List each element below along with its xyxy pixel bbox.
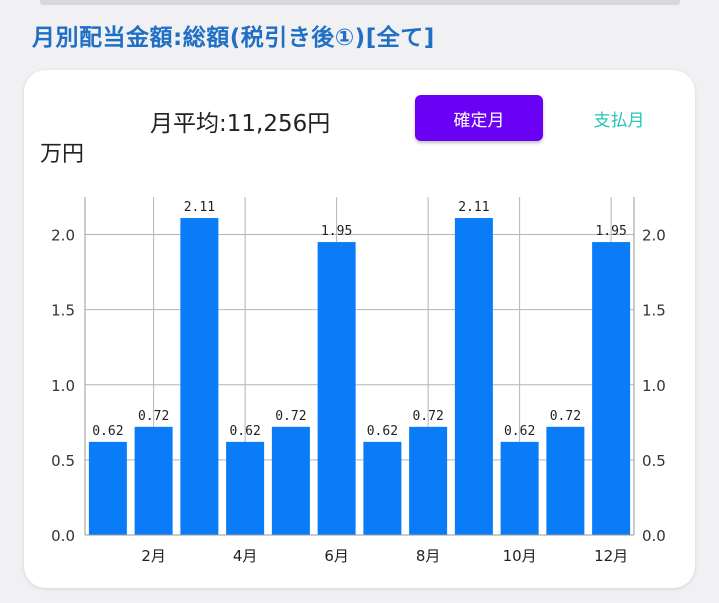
bar-1: [88, 441, 127, 535]
bar-2: [134, 426, 173, 535]
data-label: 0.72: [550, 409, 581, 424]
y-tick-label-right: 2.0: [642, 227, 666, 245]
y-tick-label-left: 1.5: [51, 302, 75, 320]
data-label: 1.95: [595, 224, 626, 239]
data-label: 2.11: [458, 200, 489, 215]
data-label: 1.95: [321, 224, 352, 239]
y-tick-label-left: 2.0: [51, 227, 75, 245]
bar-7: [363, 441, 402, 535]
top-divider: [40, 0, 680, 5]
x-tick-label: 12月: [594, 547, 628, 565]
bar-chart: 0.0 0.0 0.5 0.5 1.0 1.0 1.5 1.5 2.0 2.0 0.62 0.72 2.…: [51, 197, 666, 565]
bar-12: [592, 242, 631, 536]
data-label: 0.62: [229, 424, 260, 439]
data-label: 0.72: [412, 409, 443, 424]
bar-4: [226, 441, 265, 535]
x-tick-label: 6月: [324, 547, 349, 565]
x-tick-label: 8月: [416, 547, 441, 565]
y-tick-label-right: 0.0: [642, 527, 666, 545]
bar-8: [409, 426, 448, 535]
payment-month-button[interactable]: 支払月: [564, 95, 674, 141]
data-label: 2.11: [184, 200, 215, 215]
data-label: 0.72: [275, 409, 306, 424]
confirmed-month-button[interactable]: 確定月: [415, 95, 543, 141]
bar-6: [317, 242, 356, 536]
y-tick-label-right: 0.5: [642, 452, 666, 470]
bar-10: [500, 441, 539, 535]
data-label: 0.62: [92, 424, 123, 439]
y-tick-label-left: 0.5: [51, 452, 75, 470]
y-tick-label-left: 1.0: [51, 377, 75, 395]
data-label: 0.62: [367, 424, 398, 439]
y-tick-label-left: 0.0: [51, 527, 75, 545]
y-tick-label-right: 1.5: [642, 302, 666, 320]
data-label: 0.72: [138, 409, 169, 424]
data-label: 0.62: [504, 424, 535, 439]
x-tick-label: 2月: [141, 547, 166, 565]
bar-5: [271, 426, 310, 535]
x-tick-label: 10月: [503, 547, 537, 565]
bar-3: [180, 218, 219, 535]
bar-9: [454, 218, 493, 535]
y-axis-unit-label: 万円: [40, 142, 85, 167]
y-tick-label-right: 1.0: [642, 377, 666, 395]
monthly-average-label: 月平均:11,256円: [150, 111, 331, 137]
bar-11: [546, 426, 585, 535]
chart-card: 月平均:11,256円 確定月 支払月 万円 0.0 0.0 0.5 0.5 1.0 1.…: [24, 70, 695, 588]
page-title: 月別配当金額:総額(税引き後①)[全て]: [32, 25, 435, 51]
x-tick-label: 4月: [233, 547, 258, 565]
